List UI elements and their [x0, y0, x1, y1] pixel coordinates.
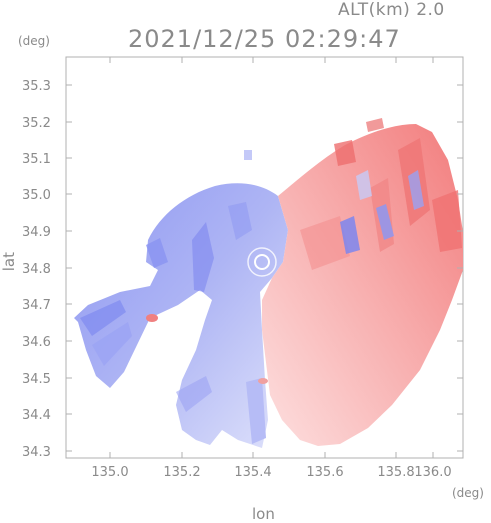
blue-band [228, 202, 252, 240]
red-band [334, 140, 356, 166]
red-spot [146, 314, 158, 322]
x-tick-label: 135.6 [306, 465, 343, 480]
x-tick: 135.0 [91, 57, 129, 480]
blue-region-main [74, 183, 288, 448]
blue-embedded-streak [356, 170, 372, 200]
x-tick: 135.6 [306, 57, 344, 480]
y-tick: 35.2 [22, 116, 463, 131]
blue-embedded-streak [408, 170, 424, 210]
x-tick: 135.4 [234, 57, 272, 480]
blue-embedded-streak [340, 216, 360, 254]
x-tick-label: 135.4 [234, 465, 271, 480]
x-tick: 135.8 [377, 57, 415, 480]
y-tick-label: 34.5 [22, 372, 51, 387]
x-tick-label: 135.8 [377, 465, 414, 480]
y-tick-label: 35.3 [22, 79, 51, 94]
y-tick: 34.7 [22, 298, 463, 313]
blue-south-streaks [176, 376, 212, 412]
y-tick: 35.0 [22, 188, 463, 203]
y-tick: 35.1 [22, 152, 463, 167]
x-tick: 136.0 [414, 57, 452, 480]
y-tick: 35.3 [22, 79, 463, 94]
y-tick: 34.9 [22, 225, 463, 240]
x-axis-label: lon [252, 505, 275, 523]
y-tick: 34.3 [22, 445, 463, 460]
red-band [432, 190, 462, 252]
x-axis: 135.0 135.2 135.4 135.6 135.8 136.0 [91, 57, 452, 480]
y-tick-label: 34.6 [22, 335, 51, 350]
radar-center-ring [247, 247, 277, 277]
y-axis: 35.3 35.2 35.1 35.0 34.9 34.8 34.7 34.6 [22, 79, 463, 460]
y-tick-label: 35.2 [22, 116, 51, 131]
blue-arm-streak [80, 300, 126, 336]
red-band [300, 216, 350, 270]
velocity-field [74, 118, 463, 448]
altitude-label: ALT(km) 2.0 [338, 0, 445, 20]
blue-fragment [244, 150, 252, 160]
y-tick-label: 35.1 [22, 152, 51, 167]
y-tick-label: 34.7 [22, 298, 51, 313]
blue-south-east [246, 378, 266, 444]
y-tick-label: 34.9 [22, 225, 51, 240]
y-tick: 34.4 [22, 408, 463, 423]
y-tick: 34.6 [22, 335, 463, 350]
y-tick-label: 34.3 [22, 445, 51, 460]
timestamp-title: 2021/12/25 02:29:47 [128, 25, 401, 53]
x-tick-label: 136.0 [414, 465, 451, 480]
y-unit-label: (deg) [18, 34, 50, 48]
x-tick: 135.2 [163, 57, 201, 480]
blue-west-blob [146, 238, 168, 268]
y-tick-label: 34.4 [22, 408, 51, 423]
radar-center-ring [254, 254, 270, 270]
y-tick-label: 35.0 [22, 188, 51, 203]
red-spot [258, 378, 268, 384]
blue-arm-streak [92, 322, 132, 366]
x-tick-label: 135.0 [91, 465, 128, 480]
red-fragment [366, 118, 384, 132]
y-tick-label: 34.8 [22, 262, 51, 277]
blue-band [192, 222, 214, 292]
x-unit-label: (deg) [452, 486, 484, 500]
x-tick-label: 135.2 [163, 465, 200, 480]
y-tick: 34.5 [22, 372, 463, 387]
y-tick: 34.8 [22, 262, 463, 277]
blue-embedded-streak [376, 204, 394, 240]
